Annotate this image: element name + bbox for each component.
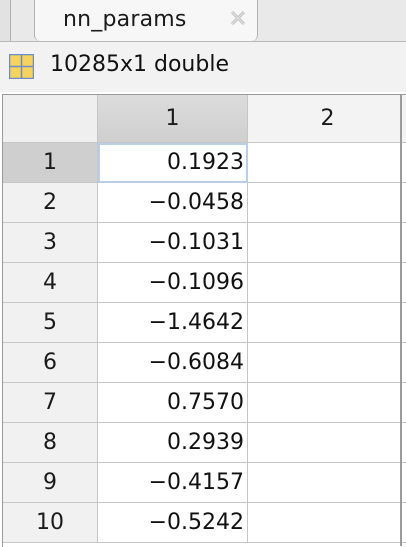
cell-r7-c1[interactable]: 0.7570: [98, 383, 248, 423]
row-header-2[interactable]: 2: [3, 183, 98, 223]
cell-r4-c1[interactable]: −0.1096: [98, 263, 248, 303]
cell-r10-c1[interactable]: −0.5242: [98, 503, 248, 543]
cell-r10-c2[interactable]: [248, 503, 406, 543]
cell-r4-c2[interactable]: [248, 263, 406, 303]
cell-r8-c2[interactable]: [248, 423, 406, 463]
variable-info-bar: [0, 42, 406, 92]
grid-icon: [8, 53, 35, 80]
variable-size-type: 10285x1 double: [50, 52, 229, 77]
cell-r2-c2[interactable]: [248, 183, 406, 223]
cell-r3-c2[interactable]: [248, 223, 406, 263]
cell-r5-c2[interactable]: [248, 303, 406, 343]
column-header-2[interactable]: 2: [248, 95, 406, 143]
row-header-8[interactable]: 8: [3, 423, 98, 463]
cell-r9-c1[interactable]: −0.4157: [98, 463, 248, 503]
document-tab-strip: nn_params: [0, 0, 406, 42]
row-header-10[interactable]: 10: [3, 503, 98, 543]
cell-r8-c1[interactable]: 0.2939: [98, 423, 248, 463]
close-icon[interactable]: [228, 7, 248, 29]
row-header-9[interactable]: 9: [3, 463, 98, 503]
row-header-4[interactable]: 4: [3, 263, 98, 303]
tab-label: nn_params: [63, 7, 187, 32]
row-header-6[interactable]: 6: [3, 343, 98, 383]
grid-corner[interactable]: [3, 95, 98, 143]
row-header-1[interactable]: 1: [3, 143, 98, 183]
cell-r5-c1[interactable]: −1.4642: [98, 303, 248, 343]
cell-r3-c1[interactable]: −0.1031: [98, 223, 248, 263]
variable-editor-grid[interactable]: 1 2 1 0.1923 2 −0.0458 3 −0.1031 4 −0.1096 5 −1.464…: [2, 94, 406, 547]
column-header-1[interactable]: 1: [98, 95, 248, 143]
cell-r9-c2[interactable]: [248, 463, 406, 503]
row-header-7[interactable]: 7: [3, 383, 98, 423]
cell-r2-c1[interactable]: −0.0458: [98, 183, 248, 223]
cell-r6-c1[interactable]: −0.6084: [98, 343, 248, 383]
row-header-3[interactable]: 3: [3, 223, 98, 263]
tab-nn-params[interactable]: nn_params: [34, 0, 258, 41]
grid-divider: [400, 94, 402, 546]
row-header-5[interactable]: 5: [3, 303, 98, 343]
cell-r7-c2[interactable]: [248, 383, 406, 423]
cell-r6-c2[interactable]: [248, 343, 406, 383]
cell-r1-c1[interactable]: 0.1923: [98, 143, 248, 183]
tab-strip-edge: [0, 0, 11, 41]
cell-r1-c2[interactable]: [248, 143, 406, 183]
